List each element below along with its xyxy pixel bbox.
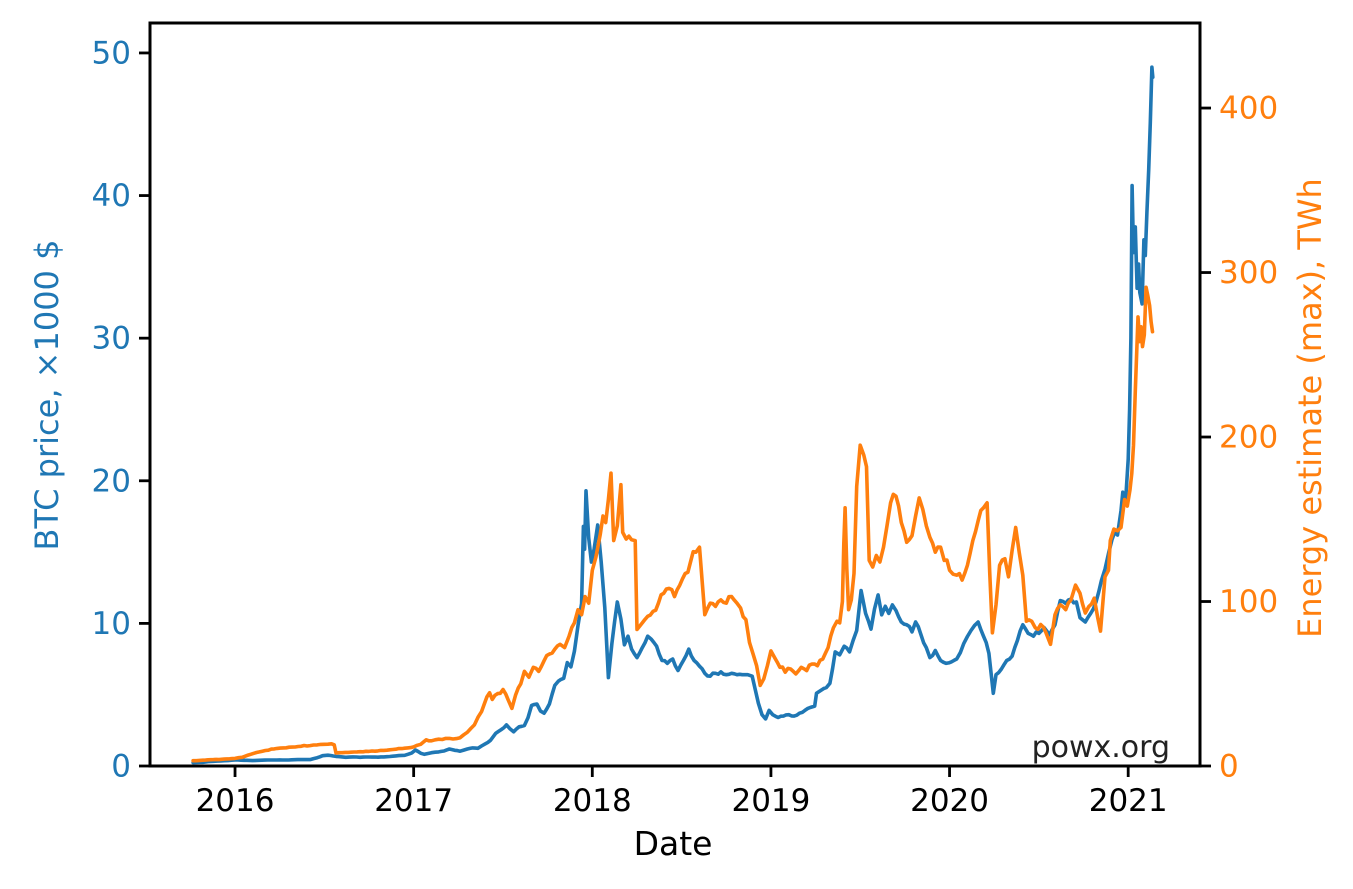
energy-estimate-line [191, 285, 1155, 763]
x-tick-label: 2017 [374, 783, 453, 819]
left-y-axis-label: BTC price, ×1000 $ [28, 240, 66, 551]
left-axis-ticks: 0 10 20 30 40 50 [92, 35, 150, 785]
left-tick-label: 10 [92, 606, 131, 642]
x-axis-ticks: 2016 2017 2018 2019 2020 2021 [196, 766, 1168, 819]
x-tick-label: 2021 [1089, 783, 1168, 819]
series-lines [191, 65, 1155, 765]
btc-price-line [191, 65, 1155, 765]
x-tick-label: 2020 [910, 783, 989, 819]
left-tick-label: 50 [92, 35, 131, 71]
right-axis-ticks: 0 100 200 300 400 [1200, 91, 1278, 785]
left-tick-label: 40 [92, 178, 131, 214]
x-axis-label: Date [634, 824, 713, 863]
right-tick-label: 400 [1219, 91, 1278, 127]
right-y-axis-label: Energy estimate (max), TWh [1291, 178, 1329, 638]
watermark: powx.org [1032, 730, 1170, 765]
x-tick-label: 2016 [196, 783, 275, 819]
left-tick-label: 0 [111, 749, 131, 785]
x-tick-label: 2018 [553, 783, 632, 819]
right-tick-label: 300 [1219, 255, 1278, 291]
left-tick-label: 20 [92, 463, 131, 499]
plot-border [148, 21, 1202, 768]
right-tick-label: 100 [1219, 584, 1278, 620]
x-tick-label: 2019 [731, 783, 810, 819]
left-tick-label: 30 [92, 321, 131, 357]
right-tick-label: 200 [1219, 420, 1278, 456]
right-tick-label: 0 [1219, 749, 1239, 785]
